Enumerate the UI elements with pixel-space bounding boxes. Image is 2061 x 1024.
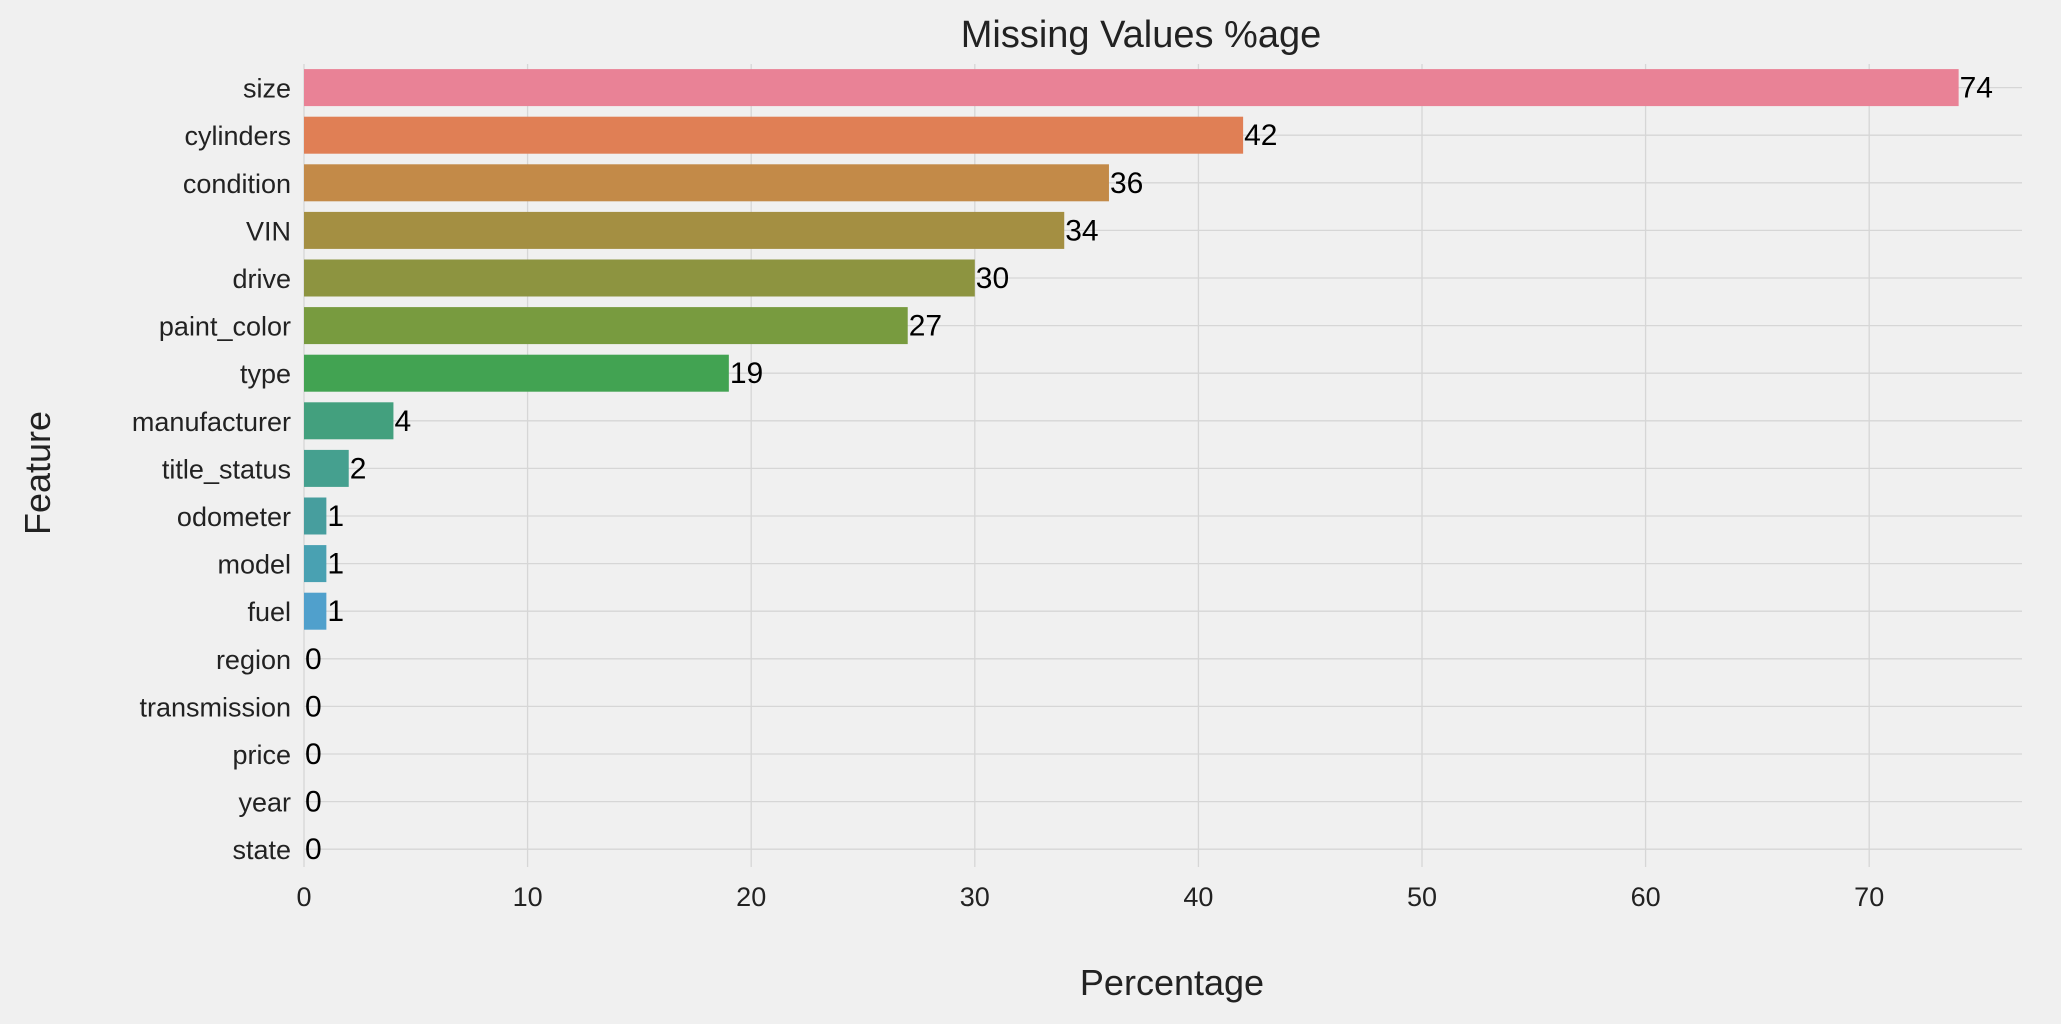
value-label: 2 [350,452,367,485]
bar-title-status [304,449,349,487]
value-label: 30 [976,262,1009,295]
y-tick-label: transmission [139,692,291,722]
value-label: 1 [327,500,344,533]
bar-condition [304,164,1109,202]
bar-cylinders [304,116,1244,154]
y-tick-label: model [217,550,291,580]
y-tick-label: fuel [247,597,291,627]
x-axis-title: Percentage [1080,962,1264,1003]
y-tick-label: price [232,740,291,770]
y-tick-label: type [240,359,291,389]
bar-model [304,545,327,583]
value-label: 1 [327,595,344,628]
x-tick-label: 40 [1183,882,1213,912]
y-tick-label: title_status [162,454,291,484]
value-label: 1 [327,548,344,581]
value-label: 27 [909,310,942,343]
y-tick-label: region [216,645,291,675]
x-tick-label: 0 [296,882,311,912]
value-label: 42 [1244,119,1277,152]
y-tick-label: VIN [246,216,291,246]
x-tick-label: 10 [513,882,543,912]
bar-type [304,354,729,392]
y-axis-ticks: size cylinders condition VIN drive paint_colo… [132,74,291,866]
value-label: 36 [1110,167,1143,200]
y-tick-label: odometer [177,502,291,532]
y-tick-label: cylinders [184,121,291,151]
y-axis-title: Feature [17,411,58,535]
y-tick-label: state [232,835,291,865]
bar-paint-color [304,307,908,345]
x-tick-label: 20 [736,882,766,912]
x-tick-label: 30 [960,882,990,912]
value-label: 0 [305,786,322,819]
y-tick-label: manufacturer [132,407,291,437]
y-tick-label: condition [183,169,291,199]
value-label: 0 [305,738,322,771]
y-tick-label: size [243,74,291,104]
bar-fuel [304,592,327,630]
x-tick-label: 70 [1854,882,1884,912]
value-label: 34 [1065,214,1098,247]
bar-manufacturer [304,402,394,440]
bars [304,69,1959,630]
x-tick-label: 60 [1631,882,1661,912]
bar-vin [304,211,1065,249]
bar-size [304,69,1959,107]
y-tick-label: paint_color [159,312,291,342]
chart-title: Missing Values %age [961,14,1321,56]
value-label: 19 [730,357,763,390]
value-label: 0 [305,643,322,676]
bar-drive [304,259,975,297]
bar-odometer [304,497,327,535]
value-label: 0 [305,833,322,866]
value-label: 4 [394,405,411,438]
y-tick-label: year [238,788,291,818]
x-axis-ticks: 0 10 20 30 40 50 60 70 [296,882,1884,912]
x-tick-label: 50 [1407,882,1437,912]
value-label: 0 [305,690,322,723]
value-label: 74 [1960,72,1993,105]
y-tick-label: drive [232,264,291,294]
